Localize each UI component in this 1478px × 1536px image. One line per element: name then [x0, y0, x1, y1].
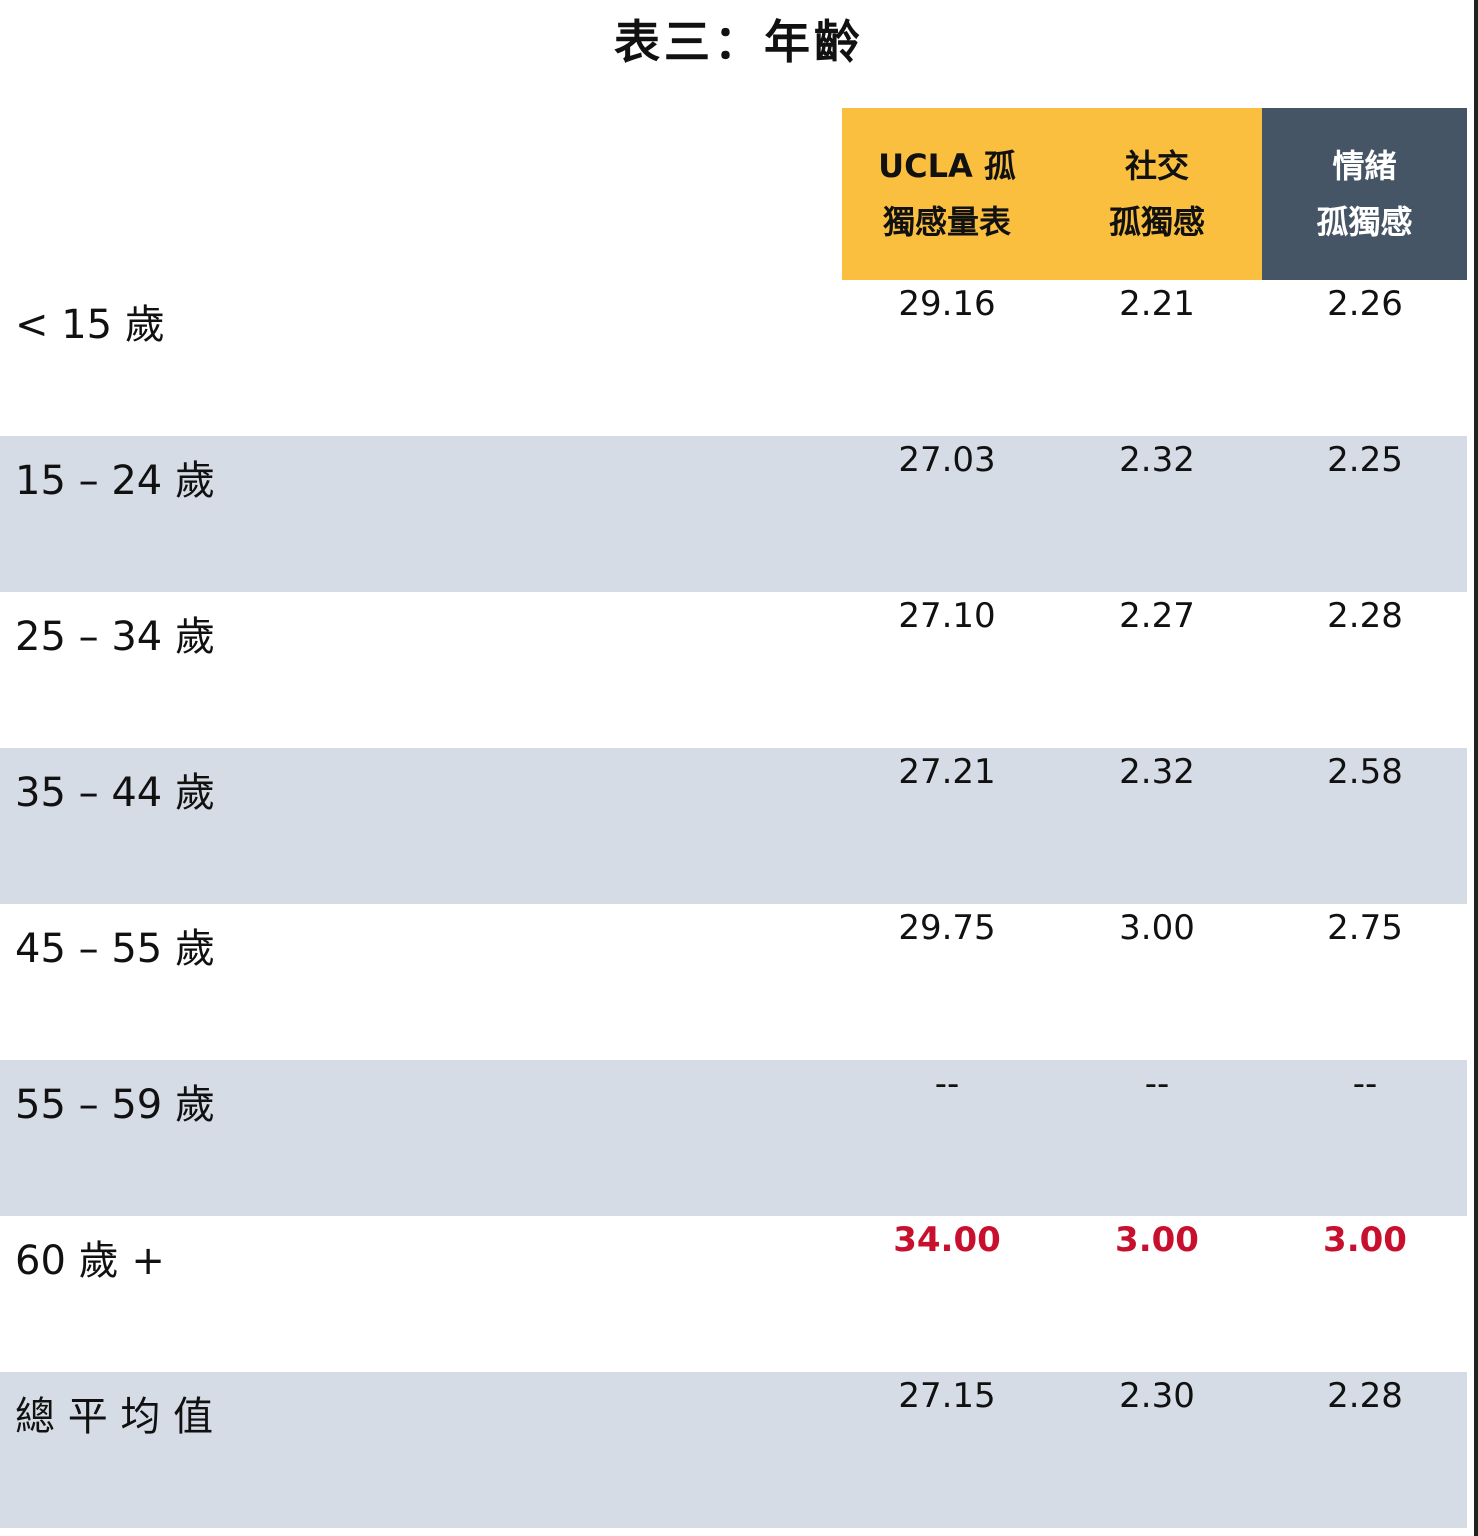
row-label: 60 歲 +: [15, 1238, 165, 1284]
table-cell: 2.27: [1119, 596, 1195, 636]
row-label: 45 – 55 歲: [15, 926, 215, 972]
right-border: [1474, 0, 1478, 1536]
header-emotional: 情緒 孤獨感: [1262, 108, 1467, 280]
table-cell: --: [934, 1064, 960, 1104]
row-label: 35 – 44 歲: [15, 770, 215, 816]
table-row: 總 平 均 值 27.15 2.30 2.28: [0, 1372, 1467, 1528]
table-cell: --: [1144, 1064, 1170, 1104]
table-cell: 27.10: [898, 596, 996, 636]
table-cell: 2.28: [1327, 1376, 1403, 1416]
table-cell: 2.30: [1119, 1376, 1195, 1416]
table-row: 45 – 55 歲 29.75 3.00 2.75: [0, 904, 1467, 1060]
row-label: 25 – 34 歲: [15, 614, 215, 660]
table-cell: 3.00: [1323, 1220, 1407, 1260]
header-ucla: UCLA 孤 獨感量表: [842, 108, 1052, 280]
table-cell: 2.58: [1327, 752, 1403, 792]
table-cell: 29.75: [898, 908, 996, 948]
table-cell: 2.26: [1327, 284, 1403, 324]
table-cell: 2.21: [1119, 284, 1195, 324]
page-title: 表三：年齡: [614, 15, 864, 69]
row-label: 總 平 均 值: [15, 1394, 214, 1440]
table-row: 35 – 44 歲 27.21 2.32 2.58: [0, 748, 1467, 904]
header-social: 社交 孤獨感: [1052, 108, 1262, 280]
table-cell: 2.28: [1327, 596, 1403, 636]
table-cell: 27.03: [898, 440, 996, 480]
row-label: 15 – 24 歲: [15, 458, 215, 504]
table-cell: 29.16: [898, 284, 996, 324]
table-cell: 27.21: [898, 752, 996, 792]
table-row: 15 – 24 歲 27.03 2.32 2.25: [0, 436, 1467, 592]
table-row: 55 – 59 歲 -- -- --: [0, 1060, 1467, 1216]
table-cell: 3.00: [1115, 1220, 1199, 1260]
table-cell: --: [1352, 1064, 1378, 1104]
table-cell: 34.00: [893, 1220, 1001, 1260]
table-cell: 2.25: [1327, 440, 1403, 480]
table-cell: 2.32: [1119, 440, 1195, 480]
table-row: < 15 歲 29.16 2.21 2.26: [0, 280, 1467, 436]
table-row: 25 – 34 歲 27.10 2.27 2.28: [0, 592, 1467, 748]
table-cell: 3.00: [1119, 908, 1195, 948]
table-cell: 2.32: [1119, 752, 1195, 792]
row-label: 55 – 59 歲: [15, 1082, 215, 1128]
row-label: < 15 歲: [15, 302, 165, 348]
table-row: 60 歲 + 34.00 3.00 3.00: [0, 1216, 1467, 1372]
table-cell: 2.75: [1327, 908, 1403, 948]
table-cell: 27.15: [898, 1376, 996, 1416]
